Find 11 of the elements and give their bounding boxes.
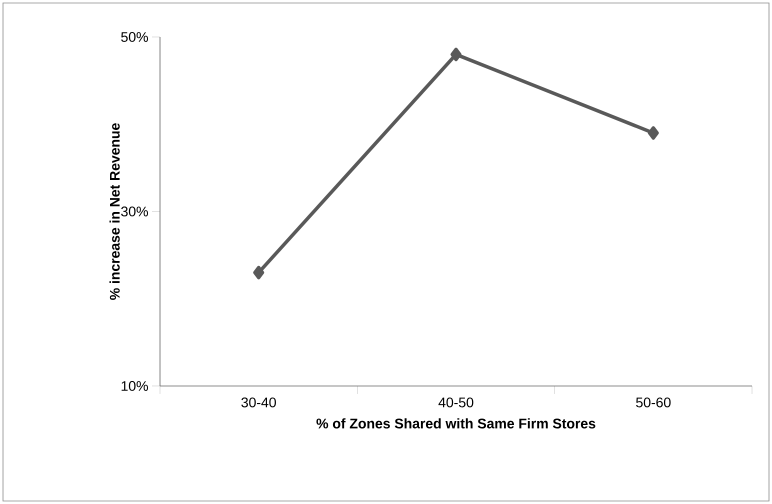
y-tick-label: 10% <box>122 381 148 391</box>
x-axis-title: % of Zones Shared with Same Firm Stores <box>316 418 596 428</box>
point <box>648 126 659 140</box>
x-tick-label: 30-40 <box>241 397 276 408</box>
y-tick-label: 50% <box>121 32 148 42</box>
y-tick-label: 30% <box>121 206 148 216</box>
point <box>253 266 264 280</box>
y-axis-title: % increase in Net Revenue <box>109 123 120 300</box>
x-tick-label: 50-60 <box>636 397 671 408</box>
x-tick-label: 40-50 <box>438 397 474 408</box>
point <box>450 48 462 62</box>
